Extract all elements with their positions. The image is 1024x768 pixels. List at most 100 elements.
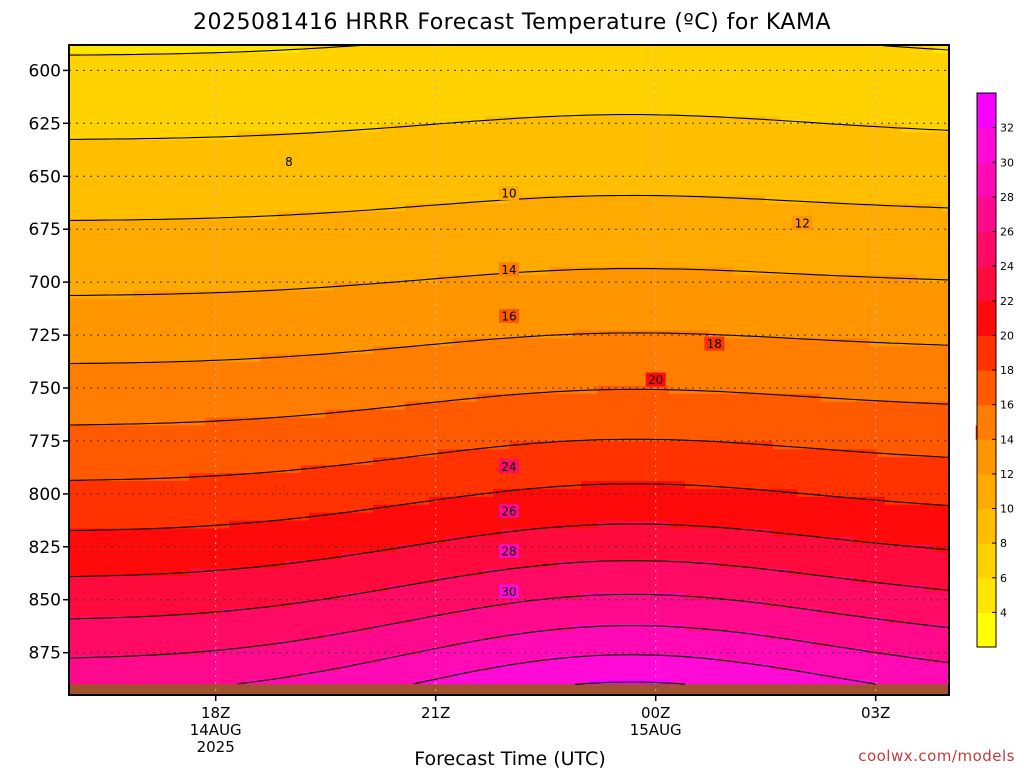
fill-cell [109,647,118,656]
fill-cell [301,457,310,466]
fill-cell [149,84,158,94]
fill-cell [397,92,406,102]
fill-cell [517,354,526,363]
fill-cell [189,124,198,133]
fill-cell [173,480,182,490]
fill-cell [381,163,390,173]
fill-cell [533,520,542,530]
fill-cell [69,362,78,371]
fill-cell [533,377,542,387]
fill-cell [421,385,430,395]
fill-cell [173,314,182,324]
fill-cell [285,148,294,157]
fill-cell [357,45,366,54]
fill-cell [245,568,254,577]
fill-cell [469,227,478,236]
fill-cell [285,195,294,205]
fill-cell [501,354,510,363]
fill-cell [517,393,526,403]
fill-cell [333,290,342,300]
fill-cell [93,338,102,347]
fill-cell [469,623,478,633]
fill-cell [173,623,182,633]
fill-cell [77,243,86,252]
fill-cell [93,76,102,86]
fill-cell [413,465,422,474]
fill-cell [381,251,390,260]
fill-cell [197,488,206,498]
fill-cell [437,235,446,244]
fill-cell [533,433,542,442]
fill-cell [277,76,286,86]
fill-cell [413,401,422,411]
fill-cell [221,528,230,538]
fill-cell [349,140,358,149]
fill-cell [173,179,182,189]
fill-cell [213,211,222,220]
fill-cell [133,306,142,316]
fill-cell [261,338,270,347]
fill-cell [293,433,302,442]
fill-cell [285,528,294,538]
fill-cell [469,330,478,339]
fill-cell [381,536,390,545]
fill-cell [261,179,270,189]
fill-cell [245,473,254,482]
fill-cell [549,116,558,125]
fill-cell [525,100,534,110]
fill-cell [541,45,550,54]
fill-cell [93,576,102,585]
fill-cell [93,100,102,110]
fill-cell [205,100,214,110]
fill-cell [533,528,542,538]
fill-cell [205,457,214,466]
fill-cell [269,370,278,379]
fill-cell [181,259,190,268]
fill-cell [461,607,470,617]
fill-cell [325,338,334,347]
fill-cell [141,607,150,617]
fill-cell [197,124,206,133]
fill-cell [429,607,438,617]
fill-cell [501,282,510,292]
fill-cell [397,599,406,609]
fill-cell [333,179,342,189]
fill-cell [117,591,126,601]
fill-cell [133,68,142,78]
fill-cell [485,679,494,688]
fill-cell [85,591,94,601]
fill-cell [469,639,478,649]
fill-cell [373,639,382,649]
fill-cell [405,473,414,482]
fill-cell [317,568,326,577]
fill-cell [69,314,78,324]
fill-cell [461,647,470,656]
fill-cell [101,338,110,347]
fill-cell [69,140,78,149]
fill-cell [293,227,302,236]
fill-cell [237,655,246,664]
fill-cell [501,393,510,403]
fill-cell [197,259,206,268]
fill-cell [525,179,534,189]
fill-cell [373,663,382,672]
fill-cell [221,631,230,641]
fill-cell [525,314,534,324]
fill-cell [101,647,110,656]
fill-cell [261,544,270,553]
fill-cell [421,528,430,538]
fill-cell [421,488,430,498]
fill-cell [165,314,174,324]
fill-cell [213,623,222,633]
fill-cell [549,108,558,117]
fill-cell [461,148,470,157]
fill-cell [205,211,214,220]
fill-cell [525,496,534,506]
fill-cell [421,108,430,117]
fill-cell [445,639,454,649]
fill-cell [309,409,318,419]
fill-cell [517,623,526,633]
fill-cell [101,401,110,411]
fill-cell [277,298,286,308]
fill-cell [221,227,230,236]
